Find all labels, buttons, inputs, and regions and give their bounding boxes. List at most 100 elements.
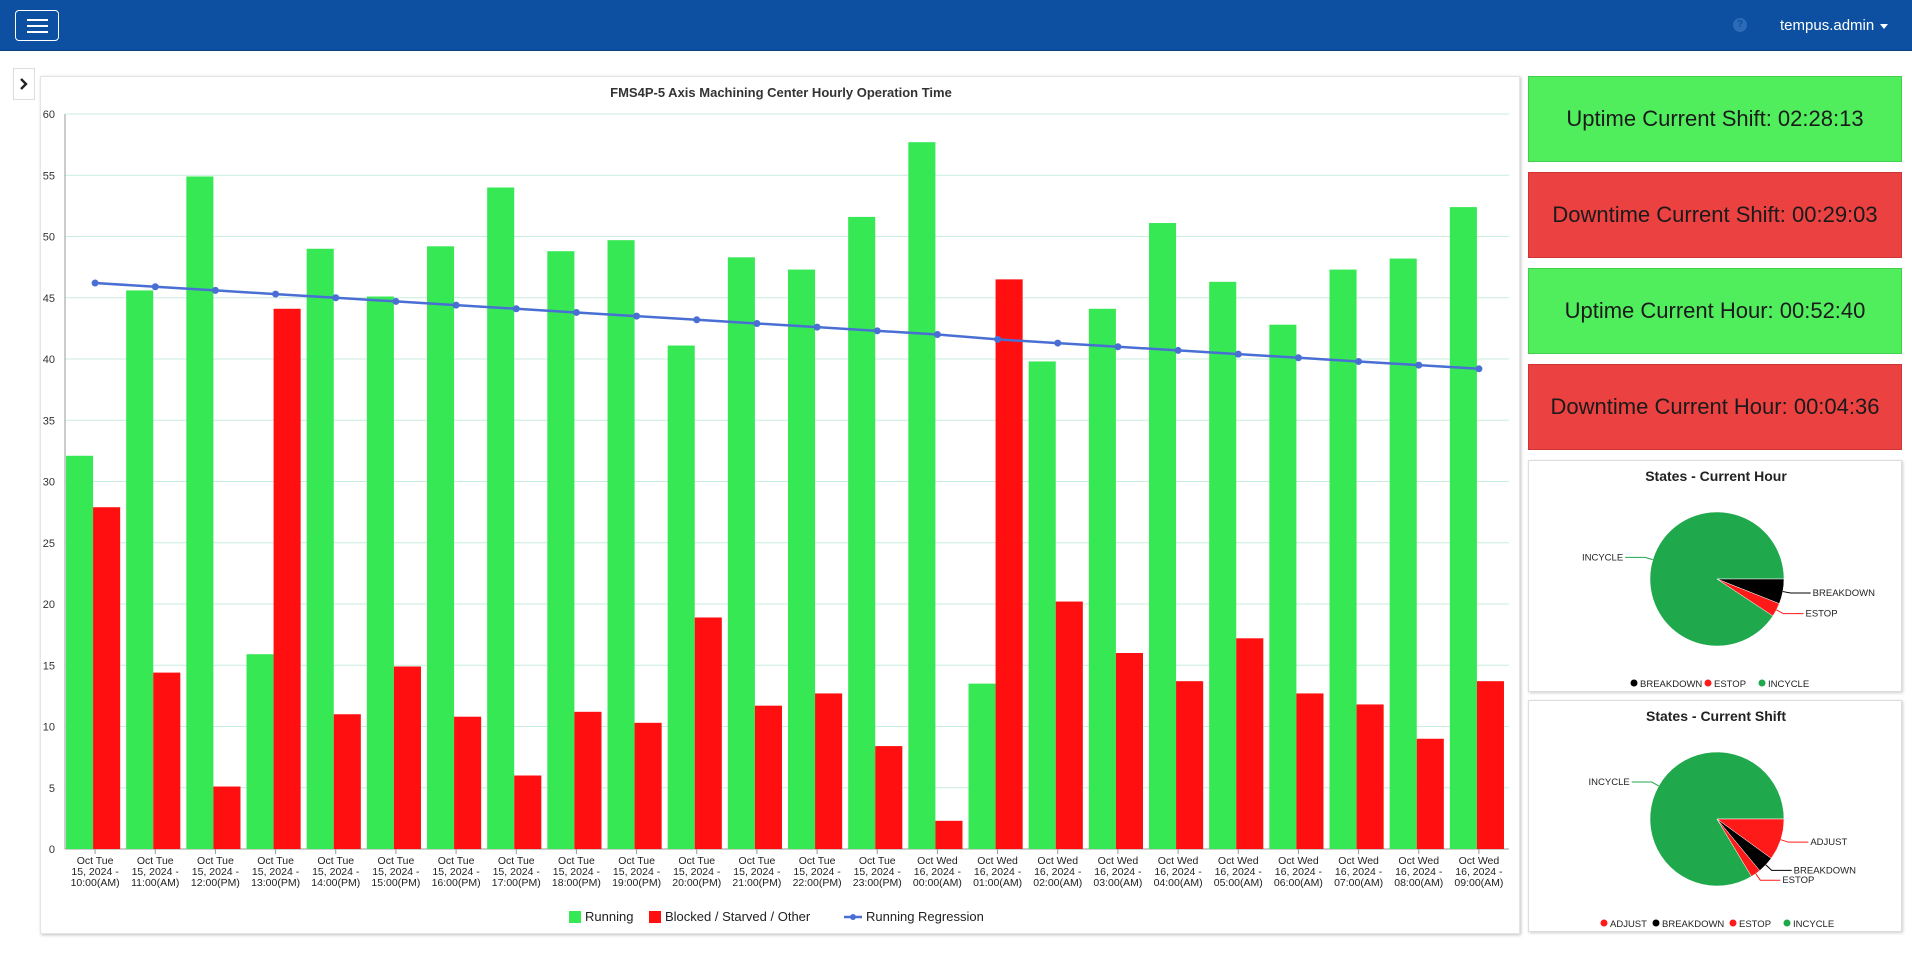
pie-legend-swatch	[1652, 919, 1660, 927]
pie-legend-label: BREAKDOWN	[1640, 679, 1702, 690]
x-tick-label: Oct Wed	[917, 855, 958, 867]
bar-blocked	[393, 666, 421, 849]
regression-point	[1114, 343, 1122, 351]
pie-title: States - Current Hour	[1645, 468, 1787, 484]
x-tick-label: 18:00(PM)	[552, 877, 601, 889]
y-tick-label: 35	[43, 415, 55, 427]
pie-label-connector	[1776, 609, 1804, 615]
regression-point	[91, 279, 99, 287]
pie-label-connector	[1780, 839, 1809, 843]
pie-label-connector	[1782, 591, 1811, 594]
bar-blocked	[574, 711, 602, 849]
pie-title: States - Current Shift	[1646, 708, 1786, 724]
bar-blocked	[1236, 638, 1264, 849]
user-menu[interactable]: tempus.admin	[1780, 17, 1889, 34]
legend-label-running: Running	[585, 909, 633, 924]
regression-point	[873, 327, 881, 335]
pie-legend-swatch	[1783, 919, 1791, 927]
x-tick-label: 16:00(PM)	[432, 877, 481, 889]
pie-label-connector	[1625, 556, 1653, 561]
pie-label: INCYCLE	[1589, 777, 1630, 788]
bar-running	[126, 290, 154, 849]
pie-legend-label: ESTOP	[1714, 679, 1746, 690]
x-tick-label: 15, 2024 -	[733, 866, 781, 878]
regression-point	[211, 286, 219, 294]
bar-blocked	[333, 714, 361, 849]
x-tick-label: 03:00(AM)	[1093, 877, 1142, 889]
legend-label-regression: Running Regression	[866, 909, 984, 924]
bar-running	[66, 455, 94, 849]
username: tempus.admin	[1780, 17, 1875, 34]
regression-line	[95, 281, 1479, 371]
pie-slice-estop	[1716, 818, 1761, 877]
x-tick-label: Oct Wed	[977, 855, 1018, 867]
bar-blocked	[93, 507, 121, 849]
x-tick-label: Oct Tue	[438, 855, 475, 867]
chart-title: FMS4P-5 Axis Machining Center Hourly Ope…	[610, 85, 952, 100]
menu-button[interactable]	[15, 10, 59, 41]
hamburger-icon-line	[27, 31, 48, 33]
bar-blocked	[273, 308, 301, 849]
bar-blocked	[815, 693, 843, 849]
x-tick-label: Oct Tue	[558, 855, 595, 867]
legend-label-blocked: Blocked / Starved / Other	[665, 909, 811, 924]
bar-running	[1389, 258, 1417, 849]
x-tick-label: 19:00(PM)	[612, 877, 661, 889]
x-tick-label: 16, 2024 -	[1094, 866, 1142, 878]
regression-point	[633, 312, 641, 320]
bar-blocked	[1176, 681, 1204, 849]
x-tick-label: 02:00(AM)	[1033, 877, 1082, 889]
bar-blocked	[1476, 681, 1504, 849]
states-current-shift-chart: States - Current Shift INCYCLE ADJUST BREAK…	[1589, 708, 1857, 930]
pie-label: BREAKDOWN	[1813, 588, 1875, 599]
regression-point	[994, 335, 1002, 343]
x-tick-label: 10:00(AM)	[71, 877, 120, 889]
x-tick-label: Oct Wed	[1459, 855, 1500, 867]
regression-point	[1294, 354, 1302, 362]
sidebar-toggle-button[interactable]	[13, 68, 35, 100]
y-tick-label: 20	[43, 599, 55, 611]
x-tick-label: Oct Tue	[618, 855, 655, 867]
bar-blocked	[1416, 738, 1444, 849]
x-tick-label: 15, 2024 -	[493, 866, 541, 878]
x-tick-label: 07:00(AM)	[1334, 877, 1383, 889]
x-tick-label: Oct Tue	[77, 855, 114, 867]
x-tick-label: Oct Tue	[799, 855, 836, 867]
operation-time-chart-panel: FMS4P-5 Axis Machining Center Hourly Ope…	[40, 76, 1520, 934]
bar-blocked	[875, 746, 903, 849]
regression-point	[1174, 346, 1182, 354]
bar-running	[487, 187, 515, 849]
x-tick-label: 15, 2024 -	[613, 866, 661, 878]
x-tick-label: 22:00(PM)	[793, 877, 842, 889]
bar-blocked	[153, 672, 181, 849]
x-tick-label: 16, 2024 -	[974, 866, 1022, 878]
x-tick-label: 16, 2024 -	[914, 866, 962, 878]
caret-down-icon	[1880, 23, 1889, 29]
help-icon[interactable]: ?	[1733, 18, 1747, 32]
x-tick-label: 04:00(AM)	[1154, 877, 1203, 889]
pie-label: ESTOP	[1782, 875, 1814, 886]
x-tick-label: Oct Wed	[1278, 855, 1319, 867]
x-tick-label: 13:00(PM)	[251, 877, 300, 889]
x-tick-label: 15, 2024 -	[132, 866, 180, 878]
bar-running	[848, 216, 876, 849]
x-tick-label: Oct Wed	[1098, 855, 1139, 867]
pie-legend-swatch	[1630, 679, 1638, 687]
bar-running	[968, 683, 996, 849]
x-tick-label: Oct Tue	[859, 855, 896, 867]
chevron-right-icon	[20, 78, 28, 90]
y-tick-label: 5	[49, 783, 55, 795]
y-tick-label: 50	[43, 232, 55, 244]
x-tick-label: Oct Tue	[317, 855, 354, 867]
bar-running	[667, 345, 695, 849]
regression-point	[452, 301, 460, 309]
bar-running	[1088, 308, 1116, 849]
regression-point	[1355, 357, 1363, 365]
bar-running	[186, 176, 214, 850]
regression-point	[933, 331, 941, 338]
regression-point	[693, 316, 701, 324]
pie-legend-swatch	[1600, 919, 1608, 927]
bar-running	[1209, 281, 1237, 849]
operation-time-chart: FMS4P-5 Axis Machining Center Hourly Ope…	[43, 85, 1509, 924]
pie-legend-label: ESTOP	[1739, 919, 1771, 930]
